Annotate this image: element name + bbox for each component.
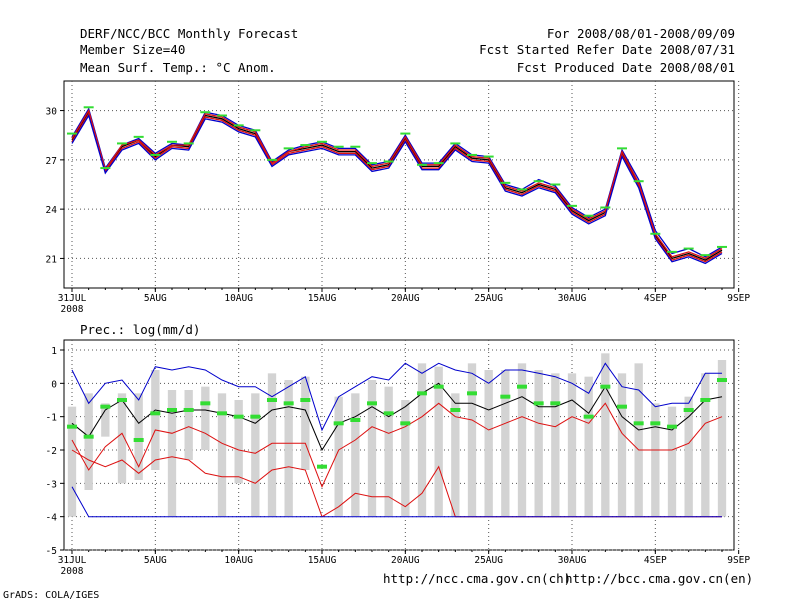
plot-frame	[63, 339, 735, 551]
series-line-upper	[71, 107, 723, 258]
x-tick-label: 9SEP	[727, 293, 750, 304]
spread-box	[117, 393, 127, 484]
y-tick-label: 30	[46, 107, 58, 118]
x-tick-label: 10AUG	[224, 293, 253, 304]
series-line-q75	[71, 402, 723, 488]
spread-box	[67, 406, 77, 517]
spread-box	[184, 390, 193, 460]
y-tick-label: -5	[46, 546, 57, 557]
spread-box	[634, 363, 643, 517]
spread-box	[267, 373, 277, 517]
precipitation-panel: 31JUL 5AUG 10AUG 15AUG 20AUG 25AUG 30AUG 4SEP 9S…	[46, 339, 750, 577]
y-tick-label: -4	[46, 513, 58, 524]
series-line-ensemble-mean	[71, 382, 723, 452]
refer-date: Fcst Started Refer Date 2008/07/31	[479, 42, 735, 57]
spread-box	[667, 406, 677, 517]
series-line-ensemble-mean	[71, 110, 723, 261]
spread-box	[301, 376, 310, 470]
series-line-lower	[71, 113, 723, 265]
y-tick-label: 21	[46, 254, 58, 265]
y-tick-label: -3	[46, 479, 57, 490]
grads-credit: GrADS: COLA/IGES	[3, 590, 99, 600]
y-tick-label: 0	[51, 379, 57, 390]
y-tick-label: 1	[51, 346, 57, 357]
variable-label: Mean Surf. Temp.: °C Anom.	[80, 60, 276, 75]
x-tick-label: 30AUG	[558, 555, 587, 566]
y-tick-label: 27	[46, 156, 57, 167]
spread-box	[84, 393, 93, 490]
temperature-panel: 31JUL 5AUG 10AUG 15AUG 20AUG 25AUG 30AUG 4SEP 9S…	[46, 80, 750, 315]
x-tick-label: 20AUG	[391, 555, 420, 566]
spread-box	[467, 363, 477, 517]
y-tick-label: 24	[46, 205, 58, 216]
spread-box	[101, 403, 110, 437]
spread-box	[501, 370, 510, 517]
spread-box	[584, 376, 593, 517]
spread-box	[251, 393, 260, 517]
produced-date: Fcst Produced Date 2008/08/01	[517, 60, 735, 75]
x-year-label: 2008	[61, 566, 84, 577]
spread-box	[334, 396, 343, 517]
y-tick-label: -1	[46, 413, 58, 424]
x-tick-label: 25AUG	[474, 293, 503, 304]
spread-box	[601, 353, 610, 517]
spread-box	[367, 380, 377, 517]
bcc-url: http://bcc.cma.gov.cn(en)	[565, 571, 753, 586]
spread-box	[451, 393, 460, 517]
x-tick-label: 25AUG	[474, 555, 503, 566]
spread-box	[701, 373, 710, 517]
spread-box	[434, 366, 443, 517]
series-line-lower-quartile	[71, 112, 723, 263]
spread-box	[134, 393, 143, 480]
x-tick-label: 5AUG	[144, 293, 167, 304]
spread-box	[234, 400, 243, 484]
spread-box	[151, 370, 160, 470]
spread-box	[217, 393, 227, 517]
spread-box	[617, 373, 627, 517]
plot-frame	[63, 80, 735, 289]
x-tick-label: 10AUG	[224, 555, 253, 566]
chart-title: DERF/NCC/BCC Monthly Forecast	[80, 26, 298, 41]
spread-box	[551, 373, 560, 517]
spread-box	[201, 386, 210, 450]
x-tick-label: 5AUG	[144, 555, 167, 566]
x-tick-label: 15AUG	[308, 555, 337, 566]
x-year-label: 2008	[61, 304, 84, 315]
spread-box	[717, 360, 727, 517]
spread-box	[167, 390, 177, 517]
x-tick-label: 4SEP	[644, 293, 667, 304]
x-tick-label: 9SEP	[727, 555, 750, 566]
series-line-upper-quartile	[71, 108, 723, 260]
forecast-period: For 2008/08/01-2008/09/09	[547, 26, 735, 41]
spread-box	[284, 380, 293, 517]
spread-box	[417, 363, 427, 517]
x-tick-label: 15AUG	[308, 293, 337, 304]
precip-title: Prec.: log(mm/d)	[80, 322, 200, 337]
spread-box	[651, 403, 660, 517]
x-tick-label: 31JUL	[58, 555, 87, 566]
series-line-max	[71, 362, 722, 432]
x-tick-label: 4SEP	[644, 555, 667, 566]
x-tick-label: 20AUG	[391, 293, 420, 304]
member-size-label: Member Size=40	[80, 42, 185, 57]
spread-box	[684, 396, 693, 517]
y-tick-label: -2	[46, 446, 57, 457]
series-line-min	[71, 486, 722, 518]
spread-box	[567, 373, 577, 517]
spread-box	[534, 370, 543, 517]
x-tick-label: 30AUG	[558, 293, 587, 304]
spread-box	[351, 393, 360, 517]
x-tick-label: 31JUL	[58, 293, 87, 304]
spread-box	[401, 400, 410, 517]
spread-box	[517, 363, 527, 517]
ncc-url: http://ncc.cma.gov.cn(ch)	[383, 571, 571, 586]
spread-box	[384, 386, 393, 517]
spread-box	[484, 370, 493, 517]
